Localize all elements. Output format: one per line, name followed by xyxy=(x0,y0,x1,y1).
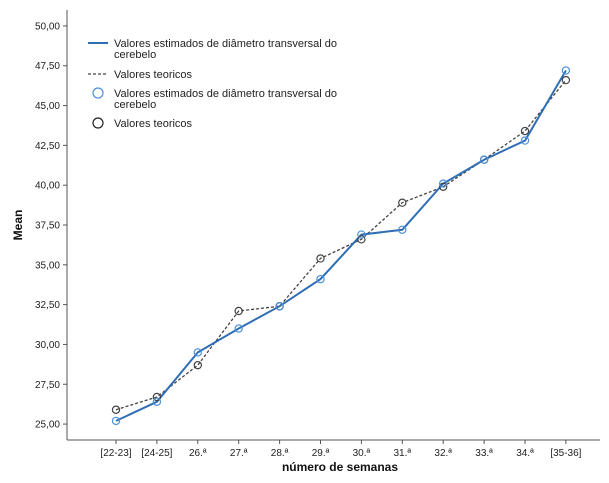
x-tick-label: [35-36] xyxy=(550,448,581,459)
legend-label-continued: cerebelo xyxy=(114,99,156,111)
y-tick-label: 35,00 xyxy=(35,260,60,271)
y-tick-label: 47,50 xyxy=(35,61,60,72)
estimated-value-point xyxy=(316,274,325,284)
x-tick-label: [24-25] xyxy=(141,448,172,459)
x-tick-label: 27.ª xyxy=(230,448,248,459)
legend-marker-swatch xyxy=(92,117,104,129)
estimated-value-point xyxy=(439,179,448,188)
x-tick-label: 28.ª xyxy=(271,448,289,459)
legend: Valores estimados de diâmetro transversa… xyxy=(88,38,337,130)
estimated-value-point xyxy=(520,136,530,145)
y-tick-label: 40,00 xyxy=(35,181,60,192)
theoretical-value-point xyxy=(561,75,571,85)
y-tick-label: 45,00 xyxy=(35,101,60,112)
legend-label: Valores teoricos xyxy=(114,69,193,81)
theoretical-value-point xyxy=(520,126,530,136)
legend-marker-swatch xyxy=(92,87,104,99)
estimated-value-point xyxy=(193,348,202,357)
x-ticks: [22-23] [24-25] 26.ª 27.ª 28.ª 29.ª 30.ª 31.ª 32… xyxy=(100,440,582,459)
x-tick-label: 30.ª xyxy=(353,448,371,459)
estimated-value-point xyxy=(479,155,489,164)
theoretical-value-point xyxy=(439,182,448,191)
y-tick-label: 32,50 xyxy=(35,300,60,311)
legend-label: Valores estimados de diâmetro transversa… xyxy=(114,38,337,50)
legend-label: Valores estimados de diâmetro transversa… xyxy=(114,88,337,100)
x-tick-label: 31.ª xyxy=(393,448,411,459)
theoretical-value-point xyxy=(152,392,162,402)
estimated-value-point xyxy=(111,416,121,426)
x-tick-label: 32.ª xyxy=(434,448,452,459)
theoretical-value-point xyxy=(193,360,202,370)
estimated-value-point xyxy=(561,66,571,75)
estimated-value-point xyxy=(357,230,366,239)
series-lines xyxy=(115,69,567,422)
x-tick-label: 33.ª xyxy=(475,448,493,459)
theoretical-values-line xyxy=(115,79,567,411)
estimated-values-line xyxy=(115,69,567,422)
x-axis-title: número de semanas xyxy=(282,460,398,474)
theoretical-value-point xyxy=(316,254,325,263)
y-axis-title: Mean xyxy=(11,210,25,241)
legend-label-continued: cerebelo xyxy=(114,49,156,61)
x-tick-label: 26.ª xyxy=(189,448,207,459)
y-tick-label: 42,50 xyxy=(35,141,60,152)
y-tick-label: 37,50 xyxy=(35,221,60,232)
series-points xyxy=(111,66,571,426)
y-ticks: 25,00 27,50 30,00 32,50 35,00 37,50 40,00 42,50… xyxy=(35,21,67,431)
x-tick-label: 34.ª xyxy=(516,448,534,459)
estimated-value-point xyxy=(275,302,284,311)
estimated-value-point xyxy=(152,397,162,406)
theoretical-value-point xyxy=(357,235,366,244)
estimated-value-point xyxy=(398,225,407,234)
y-tick-label: 27,50 xyxy=(35,380,60,391)
x-tick-label: [22-23] xyxy=(100,448,131,459)
y-tick-label: 30,00 xyxy=(35,340,60,351)
theoretical-value-point xyxy=(398,198,407,207)
theoretical-value-point xyxy=(234,306,243,316)
legend-label: Valores teoricos xyxy=(114,118,193,130)
theoretical-value-point xyxy=(111,405,121,414)
y-tick-label: 25,00 xyxy=(35,420,60,431)
y-tick-label: 50,00 xyxy=(35,21,60,32)
estimated-value-point xyxy=(234,324,243,333)
x-tick-label: 29.ª xyxy=(312,448,330,459)
